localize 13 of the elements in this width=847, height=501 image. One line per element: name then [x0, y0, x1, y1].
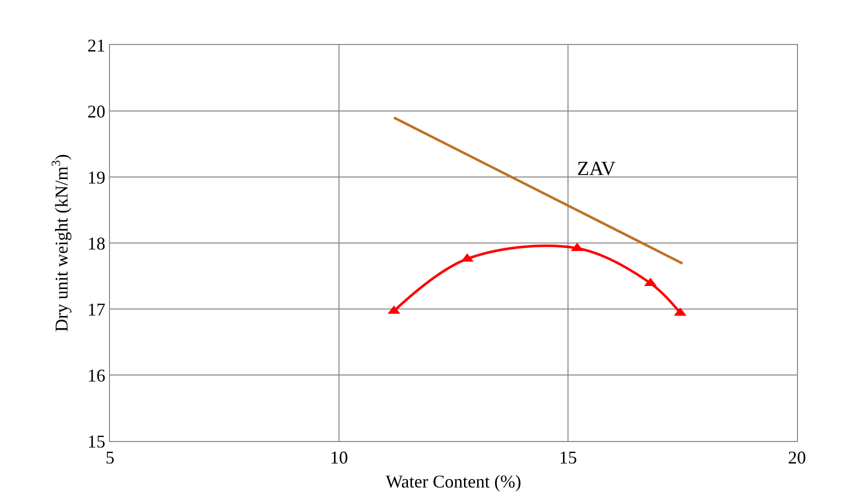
x-tick-label: 15 — [559, 448, 577, 468]
y-tick-label: 18 — [87, 233, 106, 254]
x-tick-label: 5 — [106, 448, 114, 468]
y-tick-label: 17 — [87, 299, 106, 320]
y-tick-label: 20 — [87, 101, 106, 122]
x-axis-title: Water Content (%) — [386, 472, 522, 492]
y-tick-label: 19 — [87, 167, 106, 188]
x-tick-label: 20 — [788, 448, 806, 468]
y-tick-label: 21 — [87, 35, 106, 56]
y-tick-label: 16 — [87, 365, 106, 386]
y-tick-label: 15 — [87, 431, 106, 452]
annotation: ZAV — [577, 158, 616, 180]
x-tick-label: 10 — [330, 448, 348, 468]
